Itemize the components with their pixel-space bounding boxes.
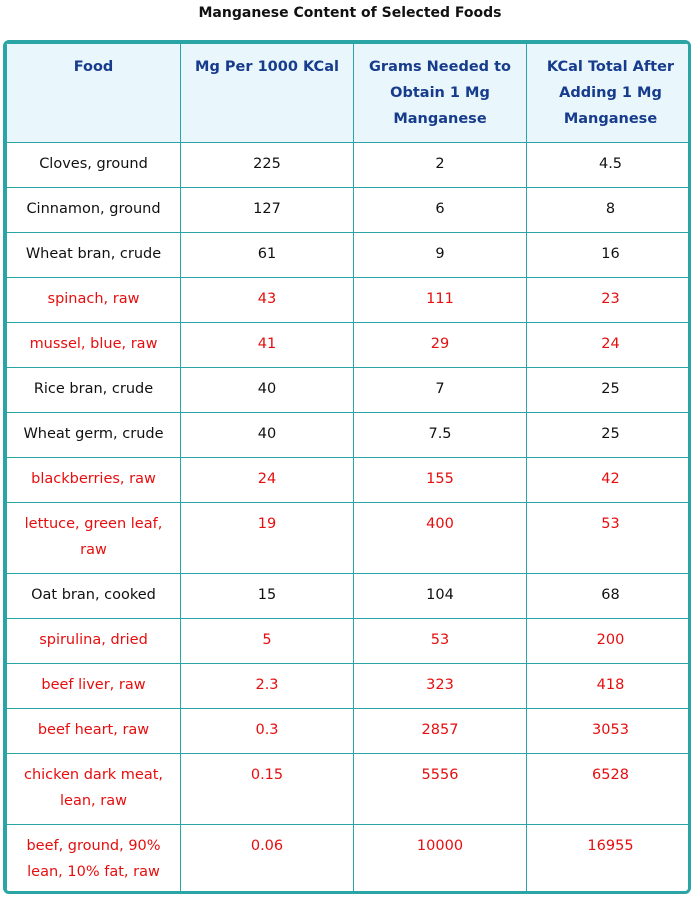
table-row: beef heart, raw 0.3 2857 3053 [6, 708, 688, 754]
kcal-total-cell: 16 [526, 232, 688, 278]
grams-needed-cell: 2 [353, 142, 527, 188]
kcal-total-cell: 8 [526, 187, 688, 233]
food-cell: beef liver, raw [6, 663, 181, 709]
mg-per-1000-kcal-cell: 5 [180, 618, 354, 664]
table-row: beef liver, raw 2.3 323 418 [6, 663, 688, 709]
food-cell: mussel, blue, raw [6, 322, 181, 368]
table-row: Oat bran, cooked 15 104 68 [6, 573, 688, 619]
mg-per-1000-kcal-cell: 2.3 [180, 663, 354, 709]
mg-per-1000-kcal-cell: 41 [180, 322, 354, 368]
table-row: beef, ground, 90% lean, 10% fat, raw 0.06… [6, 824, 688, 891]
kcal-total-cell: 6528 [526, 753, 688, 825]
food-cell: beef heart, raw [6, 708, 181, 754]
header-kcal-total: KCal Total After Adding 1 Mg Manganese [526, 43, 688, 143]
kcal-total-cell: 4.5 [526, 142, 688, 188]
mg-per-1000-kcal-cell: 19 [180, 502, 354, 574]
food-cell: spirulina, dried [6, 618, 181, 664]
food-cell: Cinnamon, ground [6, 187, 181, 233]
food-cell: chicken dark meat, lean, raw [6, 753, 181, 825]
kcal-total-cell: 68 [526, 573, 688, 619]
grams-needed-cell: 6 [353, 187, 527, 233]
manganese-table: Food Mg Per 1000 KCal Grams Needed to Ob… [6, 43, 688, 891]
kcal-total-cell: 200 [526, 618, 688, 664]
mg-per-1000-kcal-cell: 225 [180, 142, 354, 188]
kcal-total-cell: 53 [526, 502, 688, 574]
food-cell: spinach, raw [6, 277, 181, 323]
grams-needed-cell: 2857 [353, 708, 527, 754]
food-cell: Rice bran, crude [6, 367, 181, 413]
table-title: Manganese Content of Selected Foods [198, 5, 502, 21]
grams-needed-cell: 7.5 [353, 412, 527, 458]
kcal-total-cell: 3053 [526, 708, 688, 754]
grams-needed-cell: 10000 [353, 824, 527, 891]
kcal-total-cell: 23 [526, 277, 688, 323]
kcal-total-cell: 24 [526, 322, 688, 368]
table-row: Cinnamon, ground 127 6 8 [6, 187, 688, 233]
mg-per-1000-kcal-cell: 40 [180, 412, 354, 458]
grams-needed-cell: 9 [353, 232, 527, 278]
kcal-total-cell: 418 [526, 663, 688, 709]
mg-per-1000-kcal-cell: 0.06 [180, 824, 354, 891]
grams-needed-cell: 155 [353, 457, 527, 503]
food-cell: lettuce, green leaf, raw [6, 502, 181, 574]
grams-needed-cell: 400 [353, 502, 527, 574]
table-row: blackberries, raw 24 155 42 [6, 457, 688, 503]
grams-needed-cell: 29 [353, 322, 527, 368]
mg-per-1000-kcal-cell: 15 [180, 573, 354, 619]
kcal-total-cell: 16955 [526, 824, 688, 891]
table-row: Rice bran, crude 40 7 25 [6, 367, 688, 413]
table-row: chicken dark meat, lean, raw 0.15 5556 6528 [6, 753, 688, 825]
grams-needed-cell: 53 [353, 618, 527, 664]
food-cell: Wheat bran, crude [6, 232, 181, 278]
table-row: Wheat bran, crude 61 9 16 [6, 232, 688, 278]
header-row: Food Mg Per 1000 KCal Grams Needed to Ob… [6, 43, 688, 143]
food-cell: blackberries, raw [6, 457, 181, 503]
mg-per-1000-kcal-cell: 43 [180, 277, 354, 323]
header-mg-per-1000-kcal: Mg Per 1000 KCal [180, 43, 354, 143]
mg-per-1000-kcal-cell: 40 [180, 367, 354, 413]
table-row: spirulina, dried 5 53 200 [6, 618, 688, 664]
header-grams-needed: Grams Needed to Obtain 1 Mg Manganese [353, 43, 527, 143]
grams-needed-cell: 111 [353, 277, 527, 323]
table-row: Cloves, ground 225 2 4.5 [6, 142, 688, 188]
table-row: spinach, raw 43 111 23 [6, 277, 688, 323]
grams-needed-cell: 7 [353, 367, 527, 413]
food-cell: Oat bran, cooked [6, 573, 181, 619]
grams-needed-cell: 5556 [353, 753, 527, 825]
table-row: mussel, blue, raw 41 29 24 [6, 322, 688, 368]
grams-needed-cell: 323 [353, 663, 527, 709]
food-cell: Cloves, ground [6, 142, 181, 188]
header-food: Food [6, 43, 181, 143]
kcal-total-cell: 25 [526, 367, 688, 413]
food-cell: beef, ground, 90% lean, 10% fat, raw [6, 824, 181, 891]
kcal-total-cell: 42 [526, 457, 688, 503]
table-row: lettuce, green leaf, raw 19 400 53 [6, 502, 688, 574]
grams-needed-cell: 104 [353, 573, 527, 619]
table-body: Cloves, ground 225 2 4.5 Cinnamon, ground 127… [6, 142, 688, 891]
food-cell: Wheat germ, crude [6, 412, 181, 458]
mg-per-1000-kcal-cell: 127 [180, 187, 354, 233]
mg-per-1000-kcal-cell: 24 [180, 457, 354, 503]
table-row: Wheat germ, crude 40 7.5 25 [6, 412, 688, 458]
mg-per-1000-kcal-cell: 0.15 [180, 753, 354, 825]
mg-per-1000-kcal-cell: 0.3 [180, 708, 354, 754]
mg-per-1000-kcal-cell: 61 [180, 232, 354, 278]
manganese-table-container: Food Mg Per 1000 KCal Grams Needed to Ob… [3, 40, 691, 894]
kcal-total-cell: 25 [526, 412, 688, 458]
